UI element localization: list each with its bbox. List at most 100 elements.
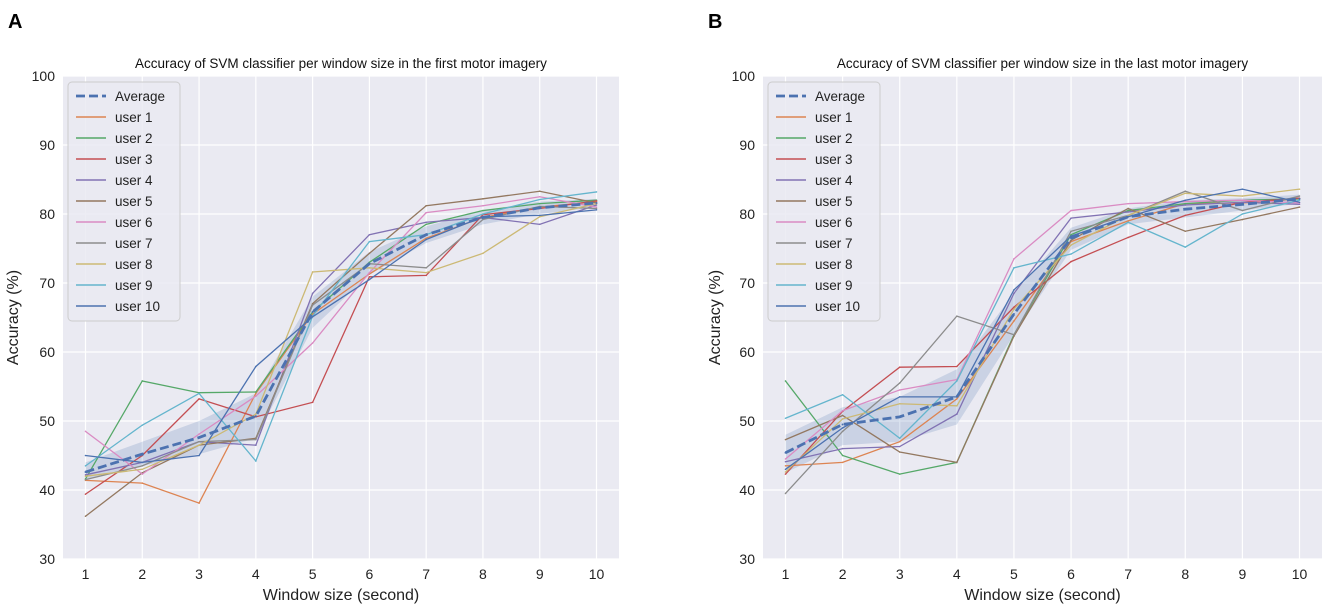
series-line xyxy=(785,197,1300,475)
data-point xyxy=(368,252,371,255)
legend-entry: user 3 xyxy=(76,152,153,167)
data-point xyxy=(538,195,541,198)
legend-label: user 4 xyxy=(115,173,153,188)
y-tick-label: 90 xyxy=(39,137,55,153)
data-point xyxy=(425,221,427,224)
legend-entry: user 7 xyxy=(776,236,853,251)
data-point xyxy=(538,215,541,218)
data-point xyxy=(368,278,371,281)
y-tick-label: 80 xyxy=(739,206,755,222)
y-tick-label: 90 xyxy=(739,137,755,153)
data-point xyxy=(1013,320,1015,322)
data-point xyxy=(1241,218,1244,221)
data-point xyxy=(1184,246,1187,248)
data-point xyxy=(538,198,541,201)
data-point xyxy=(425,238,427,241)
data-point xyxy=(482,213,484,215)
legend-entry: user 1 xyxy=(76,110,153,125)
data-point xyxy=(1070,235,1072,237)
data-point xyxy=(595,200,598,202)
series-line xyxy=(785,201,1300,463)
x-tick-label: 6 xyxy=(365,566,373,582)
data-point xyxy=(898,437,901,440)
x-tick-label: 4 xyxy=(953,566,961,582)
y-tick-label: 70 xyxy=(39,275,55,291)
data-point xyxy=(482,198,484,200)
data-point xyxy=(956,315,958,317)
data-point xyxy=(425,211,427,214)
data-point xyxy=(311,316,314,318)
legend-label: user 10 xyxy=(115,299,160,314)
average-point xyxy=(311,310,314,313)
data-point xyxy=(198,440,200,443)
data-point xyxy=(84,478,87,481)
data-point xyxy=(841,409,844,412)
legend-entry: user 4 xyxy=(776,173,853,188)
series-line xyxy=(785,206,1300,464)
series-line xyxy=(785,188,1300,470)
data-point xyxy=(841,427,844,429)
legend-label: user 7 xyxy=(815,236,853,251)
data-point xyxy=(1013,333,1015,336)
average-point xyxy=(1298,197,1301,200)
data-point xyxy=(1184,214,1187,217)
data-point xyxy=(425,204,427,207)
data-point xyxy=(1127,214,1129,217)
data-point xyxy=(1298,188,1301,190)
data-point xyxy=(141,482,144,484)
data-point xyxy=(84,474,87,476)
data-point xyxy=(1241,201,1244,204)
chart-title: Accuracy of SVM classifier per window si… xyxy=(135,56,547,71)
data-point xyxy=(255,365,257,368)
legend-label: user 9 xyxy=(815,278,853,293)
data-point xyxy=(1184,204,1187,206)
legend-entry: user 5 xyxy=(76,194,153,209)
panel-letter: B xyxy=(708,11,722,33)
data-point xyxy=(198,444,200,446)
y-axis-label: Accuracy (%) xyxy=(5,270,22,365)
legend-label: user 10 xyxy=(815,299,860,314)
data-point xyxy=(1127,211,1129,213)
data-point xyxy=(482,204,484,207)
data-point xyxy=(311,271,314,273)
x-tick-label: 9 xyxy=(1238,566,1246,582)
legend-entry: user 8 xyxy=(76,257,153,272)
data-point xyxy=(84,493,87,495)
x-tick-label: 7 xyxy=(422,566,430,582)
data-point xyxy=(784,468,787,471)
average-line xyxy=(85,201,597,474)
legend-label: user 6 xyxy=(115,215,153,230)
data-point xyxy=(311,292,314,295)
x-tick-label: 2 xyxy=(839,566,847,582)
data-point xyxy=(198,454,200,457)
data-point xyxy=(425,237,427,239)
data-point xyxy=(784,471,787,473)
data-point xyxy=(1013,292,1015,295)
y-tick-label: 50 xyxy=(739,413,755,429)
data-point xyxy=(1127,236,1129,239)
series-average xyxy=(784,197,1301,454)
data-point xyxy=(255,444,257,446)
series-user-5 xyxy=(784,206,1301,464)
y-tick-label: 40 xyxy=(39,482,55,498)
x-tick-label: 8 xyxy=(479,566,487,582)
data-point xyxy=(141,468,144,471)
average-point xyxy=(1012,313,1015,316)
data-point xyxy=(84,454,87,457)
legend-entry: user 5 xyxy=(776,194,853,209)
data-point xyxy=(141,424,144,426)
data-point xyxy=(841,414,844,417)
legend-entry: user 9 xyxy=(776,278,853,293)
data-point xyxy=(784,438,787,441)
x-tick-label: 5 xyxy=(1010,566,1018,582)
legend-label: user 8 xyxy=(815,257,853,272)
legend: Average user 1 user 2 user 3 user 4 user 5 use… xyxy=(767,81,881,322)
average-point xyxy=(368,262,371,265)
data-point xyxy=(1013,335,1015,337)
data-point xyxy=(1013,267,1015,269)
legend-label: user 3 xyxy=(115,152,153,167)
data-point xyxy=(841,454,844,457)
average-point xyxy=(481,216,484,219)
data-point xyxy=(84,475,87,478)
data-point xyxy=(1070,217,1072,219)
